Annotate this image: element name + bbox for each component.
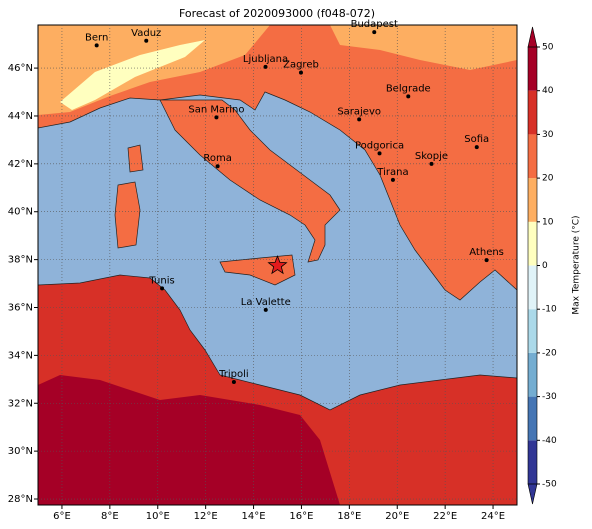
y-tick-label: 38°N — [8, 255, 33, 266]
x-tick-label: 8°E — [101, 511, 119, 522]
colorbar-segment — [528, 134, 537, 179]
city-label: Skopje — [415, 151, 448, 162]
colorbar-segment — [528, 178, 537, 222]
map-frame — [37, 24, 518, 506]
city-label: Zagreb — [283, 60, 319, 71]
colorbar-tick-label: 0 — [542, 261, 548, 271]
colorbar-segment — [528, 352, 537, 397]
city-dot — [263, 307, 268, 312]
city-label: Belgrade — [386, 83, 431, 94]
colorbar-tick-label: 10 — [542, 217, 554, 227]
land-cold — [60, 40, 205, 110]
colorbar-segment — [528, 265, 537, 310]
city-dot — [231, 379, 236, 384]
city-label: Roma — [203, 153, 232, 164]
city-dot — [377, 151, 382, 156]
colorbar-tick-label: -20 — [542, 348, 557, 358]
colorbar-extend-bottom — [527, 483, 538, 505]
city-label: Budapest — [351, 19, 398, 30]
city-dot — [372, 30, 377, 35]
city-label: Tunis — [148, 275, 174, 286]
city-dot — [298, 70, 303, 75]
y-tick-label: 40°N — [8, 207, 33, 218]
map-layer — [38, 25, 517, 505]
italy — [159, 99, 341, 263]
colorbar-tick-label: -50 — [542, 480, 557, 490]
city-dot — [390, 177, 395, 182]
city-dot — [144, 38, 149, 43]
star-marker — [267, 254, 288, 275]
x-tick-label: 6°E — [53, 511, 71, 522]
colorbar-segment — [528, 221, 537, 266]
north-africa-hot — [38, 375, 340, 505]
y-tick-label: 44°N — [8, 111, 33, 122]
land-cool — [38, 25, 517, 115]
city-label: Tripoli — [218, 369, 249, 380]
city-dot — [406, 94, 411, 99]
x-tick-label: 14°E — [242, 511, 266, 522]
city-label: San Marino — [188, 104, 244, 115]
colorbar-extend-top — [527, 26, 538, 48]
colorbar-segment — [528, 309, 537, 353]
city-label: Bern — [85, 32, 108, 43]
colorbar-tick-label: -30 — [542, 392, 557, 402]
city-dot — [429, 161, 434, 166]
y-tick-label: 42°N — [8, 159, 33, 170]
city-dot — [94, 43, 99, 48]
y-tick-label: 32°N — [8, 398, 33, 409]
x-tick-label: 20°E — [385, 511, 409, 522]
sardinia — [114, 181, 141, 249]
city-dot — [214, 115, 219, 120]
colorbar-tick-label: 30 — [542, 130, 554, 140]
colorbar-segment — [528, 90, 537, 135]
city-label: Tirana — [376, 167, 408, 178]
y-tick-label: 46°N — [8, 63, 33, 74]
city-label: Ljubljana — [243, 54, 288, 65]
colorbar-segment — [528, 47, 537, 91]
colorbar-tick-label: 40 — [542, 86, 554, 96]
x-tick-label: 10°E — [146, 511, 170, 522]
colorbar-tick-label: 50 — [542, 43, 554, 53]
city-dot — [263, 64, 268, 69]
x-tick-label: 16°E — [289, 511, 313, 522]
x-tick-label: 18°E — [337, 511, 361, 522]
city-label: Sarajevo — [337, 106, 381, 117]
city-label: Sofia — [464, 134, 489, 145]
colorbar-label: Max Temperature (°C) — [572, 215, 582, 314]
colorbar-segment — [528, 396, 537, 441]
city-dot — [215, 164, 220, 169]
city-dot — [160, 286, 165, 291]
city-dot — [357, 117, 362, 122]
x-tick-label: 24°E — [481, 511, 505, 522]
city-label: Athens — [469, 247, 504, 258]
y-tick-label: 36°N — [8, 302, 33, 313]
city-dot — [484, 258, 489, 263]
chart-title: Forecast of 2020093000 (f048-072) — [179, 7, 375, 20]
y-tick-label: 34°N — [8, 350, 33, 361]
corsica — [127, 144, 144, 173]
colorbar-tick-label: -10 — [542, 305, 557, 315]
city-label: Podgorica — [355, 140, 404, 151]
y-tick-label: 30°N — [8, 446, 33, 457]
colorbar-segment — [528, 440, 537, 484]
x-tick-label: 12°E — [194, 511, 218, 522]
colorbar-tick-label: -40 — [542, 436, 557, 446]
city-dot — [474, 145, 479, 150]
city-label: Vaduz — [131, 28, 161, 39]
x-tick-label: 22°E — [433, 511, 457, 522]
land-north — [38, 25, 517, 301]
colorbar-tick-label: 20 — [542, 174, 554, 184]
y-tick-label: 28°N — [8, 494, 33, 505]
city-label: La Valette — [241, 297, 291, 308]
